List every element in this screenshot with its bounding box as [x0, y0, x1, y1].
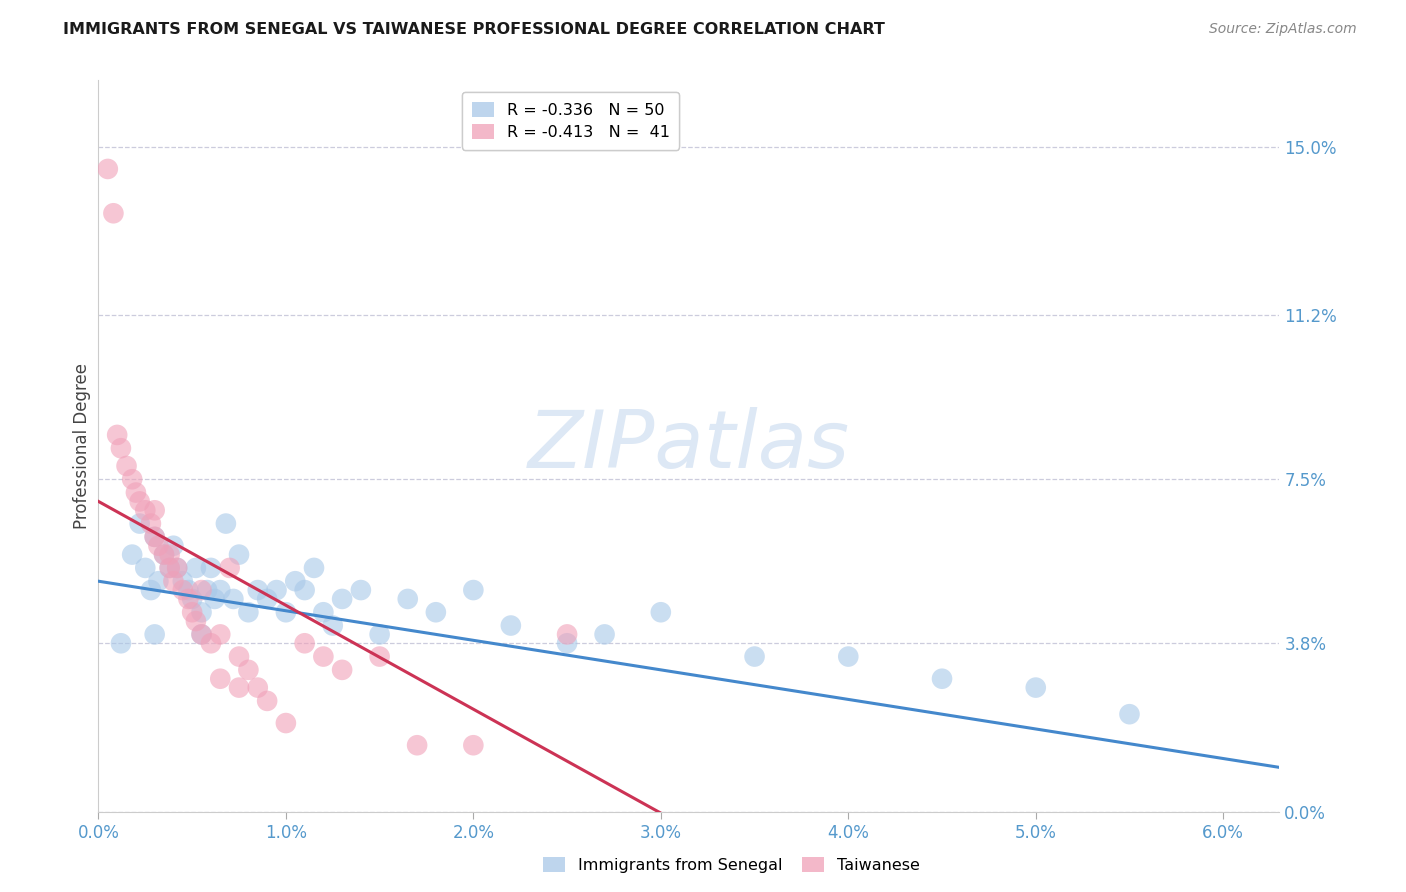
Point	[204, 591, 226, 606]
Point	[128, 494, 150, 508]
Legend: R = -0.336   N = 50, R = -0.413   N =  41: R = -0.336 N = 50, R = -0.413 N = 41	[463, 92, 679, 150]
Point	[110, 441, 132, 455]
Point	[177, 583, 200, 598]
Point	[139, 583, 162, 598]
Point	[159, 548, 181, 562]
Point	[218, 561, 240, 575]
Point	[105, 428, 128, 442]
Point	[209, 627, 232, 641]
Point	[499, 618, 522, 632]
Point	[172, 574, 194, 589]
Point	[200, 561, 222, 575]
Point	[162, 539, 184, 553]
Point	[406, 738, 429, 752]
Point	[312, 605, 335, 619]
Point	[148, 574, 170, 589]
Point	[97, 161, 120, 176]
Point	[215, 516, 238, 531]
Point	[294, 636, 316, 650]
Point	[153, 548, 176, 562]
Point	[134, 561, 156, 575]
Point	[302, 561, 325, 575]
Point	[143, 503, 166, 517]
Point	[228, 681, 250, 695]
Point	[177, 591, 200, 606]
Point	[184, 614, 207, 628]
Point	[166, 561, 188, 575]
Point	[209, 672, 232, 686]
Point	[148, 539, 170, 553]
Point	[246, 583, 269, 598]
Point	[134, 503, 156, 517]
Point	[184, 561, 207, 575]
Point	[181, 591, 204, 606]
Point	[238, 663, 260, 677]
Point	[200, 636, 222, 650]
Point	[931, 672, 953, 686]
Point	[153, 548, 176, 562]
Point	[1025, 681, 1047, 695]
Point	[284, 574, 307, 589]
Text: ZIPatlas: ZIPatlas	[527, 407, 851, 485]
Point	[159, 561, 181, 575]
Point	[425, 605, 447, 619]
Point	[190, 627, 212, 641]
Point	[228, 548, 250, 562]
Point	[274, 716, 297, 731]
Point	[238, 605, 260, 619]
Point	[463, 583, 485, 598]
Point	[143, 530, 166, 544]
Point	[190, 583, 212, 598]
Y-axis label: Professional Degree: Professional Degree	[73, 363, 91, 529]
Point	[228, 649, 250, 664]
Point	[195, 583, 218, 598]
Point	[115, 458, 138, 473]
Point	[294, 583, 316, 598]
Point	[555, 636, 578, 650]
Point	[555, 627, 578, 641]
Point	[139, 516, 162, 531]
Point	[350, 583, 373, 598]
Point	[162, 574, 184, 589]
Point	[143, 530, 166, 544]
Point	[222, 591, 245, 606]
Point	[190, 627, 212, 641]
Point	[166, 561, 188, 575]
Point	[312, 649, 335, 664]
Point	[650, 605, 672, 619]
Point	[143, 627, 166, 641]
Point	[368, 627, 391, 641]
Point	[246, 681, 269, 695]
Point	[368, 649, 391, 664]
Point	[274, 605, 297, 619]
Point	[330, 591, 353, 606]
Point	[125, 485, 148, 500]
Point	[172, 583, 194, 598]
Point	[256, 591, 278, 606]
Point	[1118, 707, 1140, 722]
Point	[593, 627, 616, 641]
Point	[159, 561, 181, 575]
Point	[121, 472, 143, 486]
Point	[322, 618, 344, 632]
Text: IMMIGRANTS FROM SENEGAL VS TAIWANESE PROFESSIONAL DEGREE CORRELATION CHART: IMMIGRANTS FROM SENEGAL VS TAIWANESE PRO…	[63, 22, 886, 37]
Text: Source: ZipAtlas.com: Source: ZipAtlas.com	[1209, 22, 1357, 37]
Point	[463, 738, 485, 752]
Point	[110, 636, 132, 650]
Point	[209, 583, 232, 598]
Point	[256, 694, 278, 708]
Point	[121, 548, 143, 562]
Point	[837, 649, 859, 664]
Point	[181, 605, 204, 619]
Point	[396, 591, 419, 606]
Point	[266, 583, 288, 598]
Point	[128, 516, 150, 531]
Point	[330, 663, 353, 677]
Point	[744, 649, 766, 664]
Point	[103, 206, 125, 220]
Point	[190, 605, 212, 619]
Legend: Immigrants from Senegal, Taiwanese: Immigrants from Senegal, Taiwanese	[536, 851, 927, 880]
